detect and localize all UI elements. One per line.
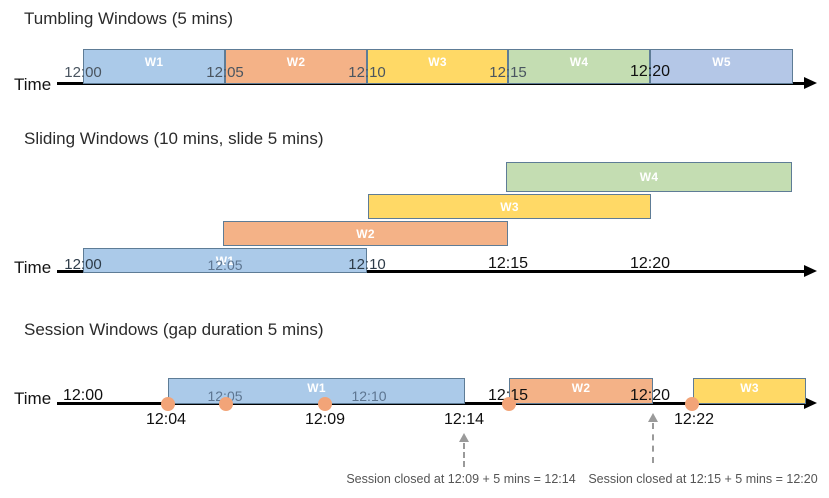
session-window-w2-label: W2 — [571, 381, 591, 395]
tumbling-window-w5-label: W5 — [712, 55, 731, 69]
tumbling-section-title: Tumbling Windows (5 mins) — [24, 9, 234, 28]
sliding-window-w4: W4 — [506, 162, 792, 192]
sliding-section-title: Sliding Windows (10 mins, slide 5 mins) — [24, 129, 324, 148]
tumbling-window-w1-label: W1 — [144, 55, 164, 69]
annotation-arrow-up-icon — [459, 433, 469, 442]
session-event-label-1209: 12:09 — [304, 411, 346, 428]
tumbling-window-w1: W1 — [83, 49, 225, 84]
session-window-w1-label: W1 — [307, 381, 326, 395]
sliding-time-axis-line — [57, 270, 804, 273]
sliding-time-axis-label: Time — [14, 258, 52, 277]
sliding-window-w3: W3 — [368, 194, 651, 219]
tumbling-tick-1220: 12:20 — [629, 63, 671, 80]
session-window-w2: W2 — [509, 378, 653, 404]
annotation-arrow-line — [463, 443, 465, 467]
tumbling-window-w4: W4 — [508, 49, 650, 84]
session-tick-1210: 12:10 — [351, 388, 387, 404]
sliding-tick-1205: 12:05 — [207, 257, 243, 273]
session-event-label-1222: 12:22 — [673, 411, 715, 428]
session-window-w1: W1 — [168, 378, 465, 404]
session-tick-1215: 12:15 — [487, 387, 529, 404]
tumbling-window-w4-label: W4 — [569, 55, 589, 69]
annotation-arrow-up-icon — [648, 413, 658, 422]
sliding-time-axis-arrowhead-icon — [804, 265, 817, 277]
session-time-axis-label: Time — [14, 389, 52, 408]
sliding-window-w1: W1 — [83, 248, 367, 273]
tumbling-tick-1210: 12:10 — [348, 64, 386, 81]
sliding-window-w2-label: W2 — [356, 226, 375, 241]
tumbling-window-w2: W2 — [225, 49, 367, 84]
event-dot-1209 — [318, 397, 332, 411]
tumbling-window-w3: W3 — [367, 49, 508, 84]
session-event-label-1214: 12:14 — [443, 411, 485, 428]
session-time-axis-arrowhead-icon — [804, 397, 817, 409]
sliding-tick-1210: 12:10 — [348, 256, 386, 273]
event-dot-1205 — [219, 397, 233, 411]
session-tick-1200: 12:00 — [62, 387, 104, 404]
tumbling-window-w3-label: W3 — [428, 55, 447, 69]
sliding-tick-1215: 12:15 — [487, 255, 529, 272]
session-tick-1205: 12:05 — [207, 388, 243, 404]
sliding-tick-1200: 12:00 — [64, 256, 102, 273]
sliding-window-w3-label: W3 — [500, 199, 519, 214]
tumbling-tick-1205: 12:05 — [206, 64, 244, 81]
session-closed-annotation-1: Session closed at 12:09 + 5 mins = 12:14 — [346, 472, 576, 486]
session-window-w3: W3 — [693, 378, 806, 404]
tumbling-tick-1200: 12:00 — [64, 64, 102, 81]
session-section-title: Session Windows (gap duration 5 mins) — [24, 320, 324, 339]
annotation-arrow-line — [652, 423, 654, 463]
session-window-w3-label: W3 — [740, 381, 759, 395]
tumbling-tick-1215: 12:15 — [489, 64, 527, 81]
sliding-window-w4-label: W4 — [639, 170, 659, 184]
session-event-label-1204: 12:04 — [145, 411, 187, 428]
event-dot-1204 — [161, 397, 175, 411]
session-closed-annotation-2: Session closed at 12:15 + 5 mins = 12:20 — [588, 472, 818, 486]
tumbling-time-axis-arrowhead-icon — [804, 77, 817, 89]
session-tick-1220: 12:20 — [629, 387, 671, 404]
event-dot-1215 — [502, 397, 516, 411]
tumbling-time-axis-label: Time — [14, 75, 52, 94]
sliding-tick-1220: 12:20 — [629, 255, 671, 272]
tumbling-window-w5: W5 — [650, 49, 793, 84]
tumbling-window-w2-label: W2 — [286, 55, 306, 69]
event-dot-1222 — [685, 397, 699, 411]
sliding-window-w1-label: W1 — [215, 253, 235, 268]
sliding-window-w2: W2 — [223, 221, 508, 246]
